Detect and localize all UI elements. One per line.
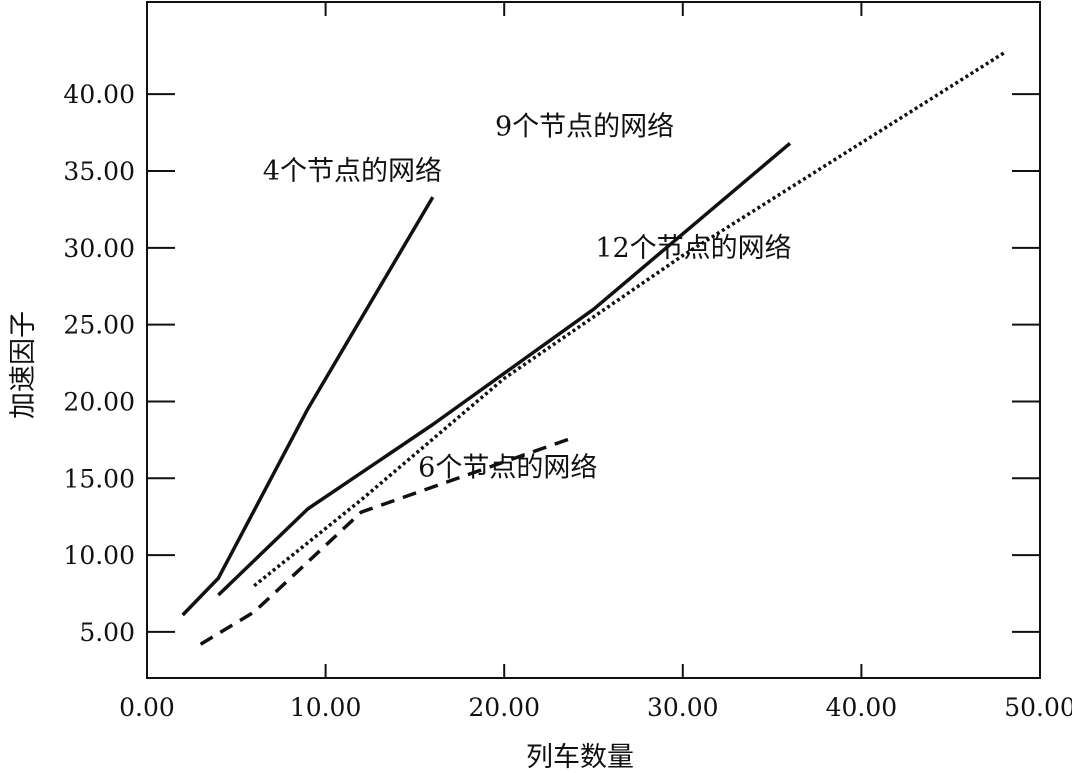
y-tick-label: 25.00 [63,311,135,340]
series-line-3 [199,435,577,646]
y-tick-label: 35.00 [63,157,135,186]
series-label-0: 4个节点的网络 [263,156,442,187]
y-tick-label: 5.00 [79,618,135,647]
x-tick-label: 50.00 [1004,693,1072,722]
y-axis-ticks: 5.00 10.00 15.00 20.00 25.00 30.00 35.00 40.00 [63,80,1040,647]
x-axis-title: 列车数量 [526,742,634,773]
x-tick-label: 30.00 [647,693,719,722]
x-tick-label: 10.00 [290,693,362,722]
series-line-0 [181,196,435,617]
series-line-1 [217,141,792,597]
x-tick-label: 0.00 [119,693,175,722]
series-lines [181,51,1006,646]
series-label-2: 12个节点的网络 [595,233,791,264]
y-tick-label: 30.00 [63,234,135,263]
x-axis-ticks: 0.00 10.00 20.00 30.00 40.00 50.00 [119,2,1072,722]
y-axis-title: 加速因子 [8,311,39,419]
y-tick-label: 10.00 [63,541,135,570]
y-tick-label: 20.00 [63,387,135,416]
plot-frame [146,1,1041,679]
series-label-1: 9个节点的网络 [495,112,674,143]
x-tick-label: 20.00 [468,693,540,722]
series-labels: 4个节点的网络 9个节点的网络 12个节点的网络 6个节点的网络 [263,112,792,484]
series-label-3: 6个节点的网络 [418,453,597,484]
y-tick-label: 40.00 [63,80,135,109]
y-tick-label: 15.00 [63,464,135,493]
x-tick-label: 40.00 [826,693,898,722]
series-line-2 [253,51,1006,588]
